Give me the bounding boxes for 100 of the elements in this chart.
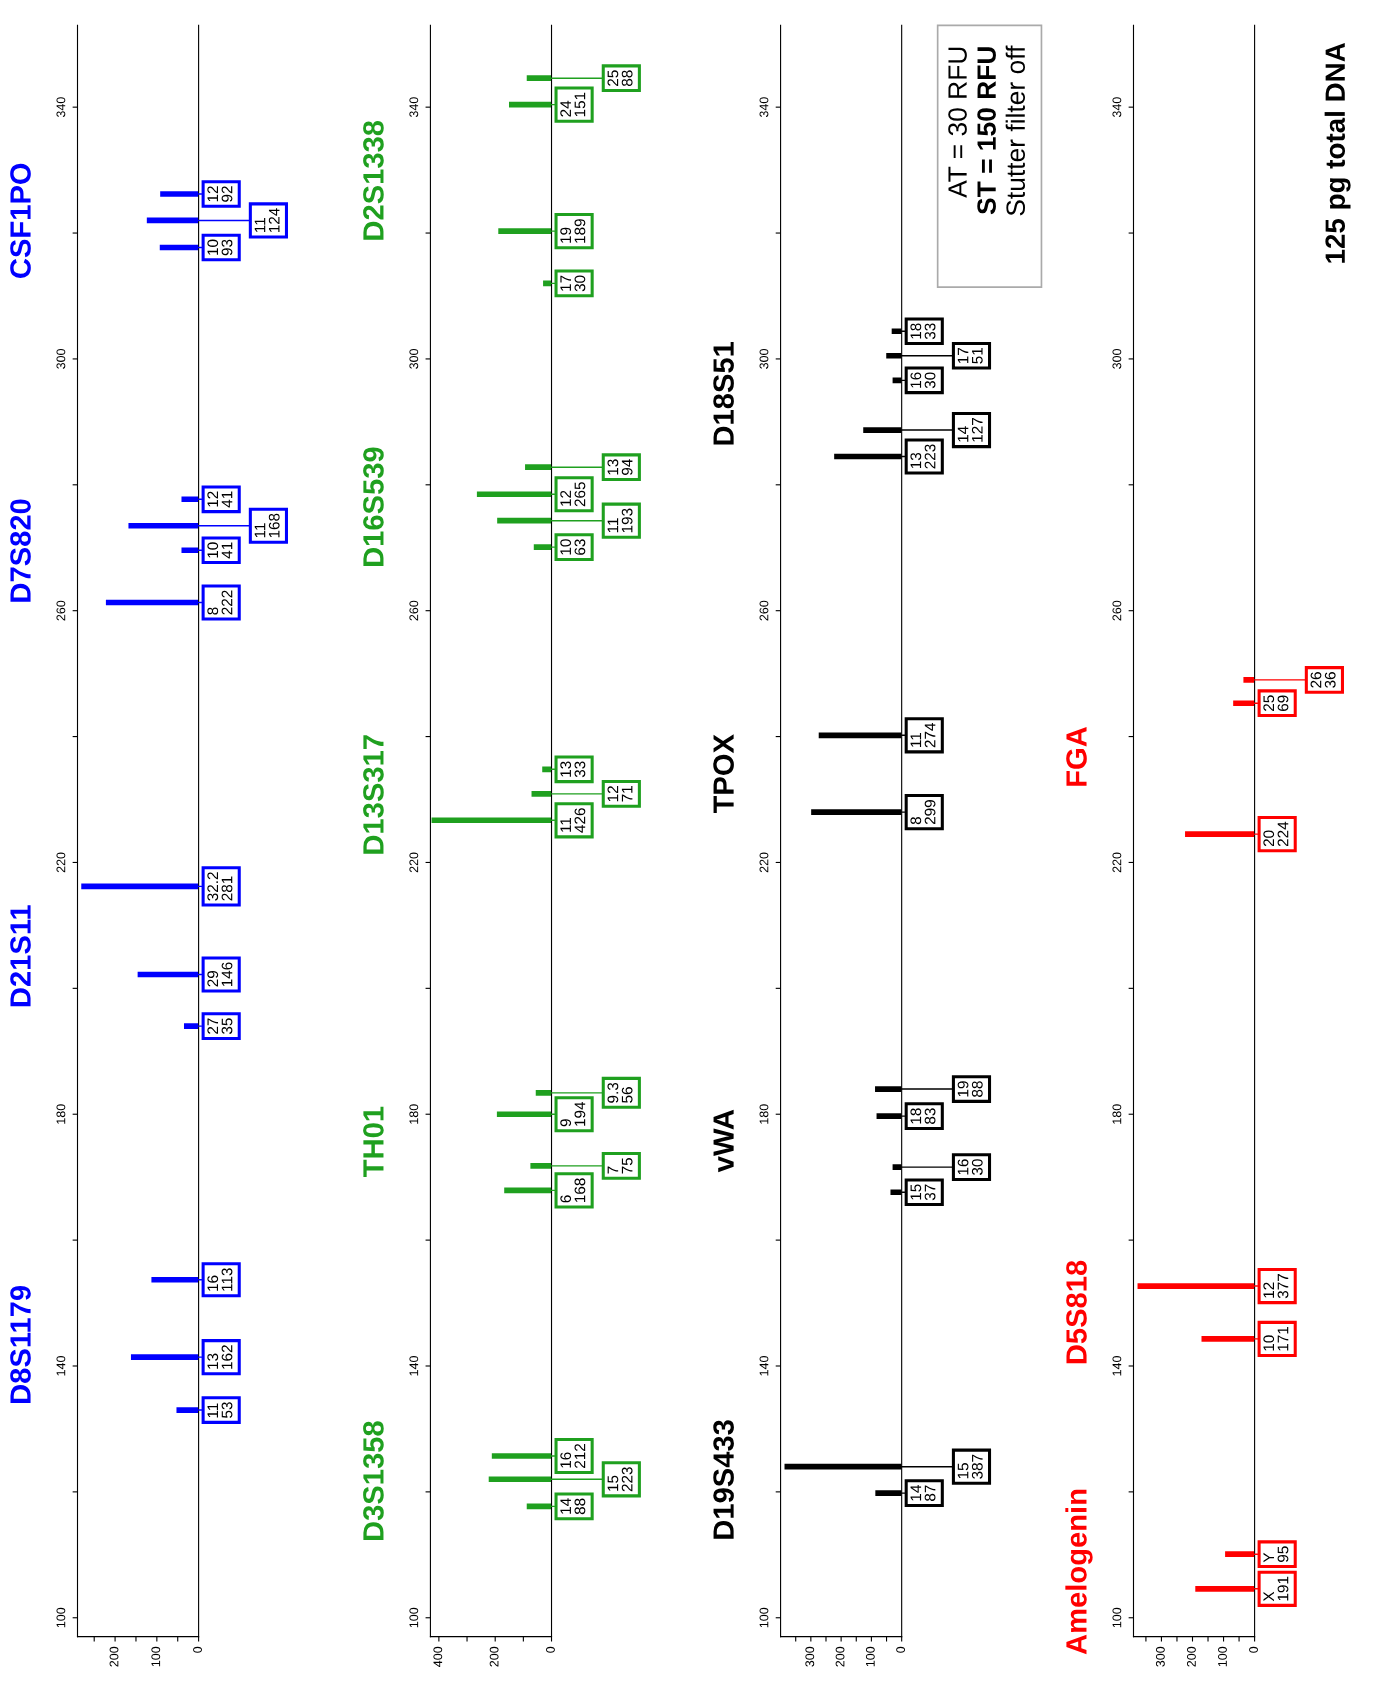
y-tick-label: 100	[409, 1607, 419, 1628]
x-tick-label: 0	[193, 1646, 202, 1653]
text: 19 189	[560, 219, 586, 243]
text: 18 33	[910, 323, 936, 340]
text: Amelogenin	[1065, 1489, 1093, 1655]
text: 11 426	[560, 808, 586, 833]
text: 16 30	[910, 372, 936, 389]
y-tick-label: 260	[56, 600, 66, 621]
text: vWA	[713, 1109, 734, 1173]
bar	[181, 547, 199, 554]
y-tick-label: 220	[56, 852, 66, 873]
x-tick-label: 200	[109, 1646, 119, 1667]
text: TPOX	[713, 734, 734, 814]
y-tick-label: 300	[56, 348, 66, 369]
y-tick-label: 180	[56, 1104, 66, 1124]
y-tick-label: 140	[56, 1356, 66, 1376]
text: 9.3 56	[607, 1082, 633, 1103]
y-tick-label: 220	[409, 852, 419, 873]
y-tick-label: 100	[1112, 1607, 1122, 1628]
x-tick-label: 100	[151, 1646, 161, 1667]
text: 27 35	[207, 1018, 233, 1035]
text: 8 299	[910, 800, 936, 825]
text: 15 387	[957, 1454, 983, 1479]
text: 12 92	[207, 186, 233, 202]
text: 15 37	[910, 1184, 936, 1201]
bar	[1233, 700, 1255, 707]
text: D19S433	[713, 1420, 734, 1539]
text: D5S818	[1066, 1260, 1087, 1364]
text: TH01	[363, 1106, 384, 1177]
bar	[498, 228, 552, 234]
x-tick-label: 0	[1249, 1646, 1258, 1653]
text: 26 36	[1310, 672, 1336, 688]
y-tick-label: 340	[409, 97, 419, 118]
y-tick-label: 300	[1112, 348, 1122, 369]
text: AT = 30 RFU	[948, 47, 967, 198]
x-tick-label: 300	[1155, 1646, 1165, 1667]
text: 7 75	[607, 1157, 633, 1174]
text: D7S820	[10, 499, 31, 602]
text: 13 94	[607, 459, 633, 475]
text: D13S317	[363, 735, 384, 854]
y-tick-label: 260	[1112, 600, 1122, 621]
text: CSF1PO	[10, 163, 31, 278]
y-tick-label: 300	[759, 348, 769, 369]
text: 16 113	[207, 1268, 233, 1291]
y-tick-label: 100	[759, 1607, 769, 1628]
text: 12 71	[607, 786, 633, 802]
y-tick-label: 340	[1112, 97, 1122, 118]
text: 11 193	[607, 508, 633, 533]
x-tick-label: 0	[546, 1646, 555, 1653]
bar	[542, 766, 552, 773]
bar	[176, 1407, 199, 1413]
text: 10 41	[207, 542, 233, 559]
text: 24 151	[560, 92, 586, 117]
text: 12 265	[560, 482, 586, 507]
y-tick-label: 140	[759, 1356, 769, 1376]
text: 11 53	[207, 1402, 233, 1418]
text: 19 88	[957, 1081, 983, 1097]
y-tick-label: 340	[759, 97, 769, 118]
x-tick-label: 200	[489, 1646, 499, 1667]
y-tick-label: 300	[409, 348, 419, 369]
text: FGA	[1066, 727, 1087, 786]
y-tick-label: 180	[1112, 1104, 1122, 1124]
text: 13 33	[560, 761, 586, 778]
text: 17 51	[957, 348, 983, 364]
text: 25 69	[1263, 695, 1289, 711]
text: 12 41	[207, 491, 233, 508]
text: 15 223	[607, 1467, 633, 1492]
y-tick-label: 140	[409, 1356, 419, 1376]
text: D21S11	[10, 905, 31, 1007]
text: 14 87	[910, 1485, 936, 1501]
bar	[1225, 1551, 1255, 1558]
x-tick-label: 400	[433, 1646, 443, 1667]
text: D8S1179	[10, 1285, 31, 1403]
text: 10 93	[207, 239, 233, 256]
text: 13 162	[207, 1345, 233, 1369]
text: D2S1338	[363, 120, 384, 240]
bar	[130, 1354, 199, 1361]
y-tick-label: 220	[759, 852, 769, 873]
bar	[1185, 831, 1255, 837]
text: 12 377	[1263, 1274, 1289, 1299]
text: 16 30	[957, 1159, 983, 1176]
text: 14 127	[957, 418, 983, 442]
x-tick-label: 200	[835, 1646, 845, 1667]
y-tick-label: 260	[759, 600, 769, 621]
bar	[476, 491, 552, 498]
bar	[151, 1276, 199, 1283]
text: 8 222	[207, 590, 233, 615]
bar	[181, 496, 199, 503]
text: D16S539	[363, 447, 384, 567]
bar	[183, 1023, 199, 1029]
x-tick-label: 300	[805, 1646, 815, 1667]
x-tick-label: 0	[896, 1646, 906, 1653]
bar	[431, 817, 552, 824]
x-tick-label: 100	[865, 1646, 875, 1667]
bar	[160, 191, 199, 197]
x-tick-label: 100	[1218, 1646, 1227, 1667]
y-tick-label: 220	[1112, 852, 1122, 873]
text: Y 95	[1263, 1546, 1289, 1563]
text: Stutter filter off	[1005, 45, 1026, 216]
text: 25 88	[607, 70, 633, 87]
